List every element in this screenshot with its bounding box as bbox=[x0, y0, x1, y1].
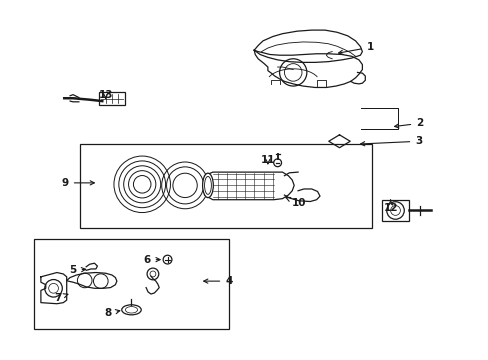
Text: 12: 12 bbox=[383, 200, 397, 213]
Circle shape bbox=[273, 159, 281, 167]
Text: 10: 10 bbox=[285, 198, 305, 208]
Ellipse shape bbox=[122, 305, 141, 315]
Text: 7: 7 bbox=[55, 293, 68, 303]
Text: 4: 4 bbox=[203, 276, 232, 286]
Text: 2: 2 bbox=[394, 118, 423, 128]
Bar bbox=[99, 92, 124, 105]
Text: 6: 6 bbox=[143, 255, 160, 265]
Polygon shape bbox=[66, 273, 117, 288]
Polygon shape bbox=[204, 172, 294, 200]
Text: 11: 11 bbox=[260, 155, 275, 165]
Text: 13: 13 bbox=[98, 90, 113, 100]
Text: 3: 3 bbox=[360, 136, 422, 146]
Text: 1: 1 bbox=[338, 42, 373, 54]
Bar bbox=[34, 239, 228, 329]
Text: 8: 8 bbox=[104, 309, 120, 318]
Ellipse shape bbox=[202, 173, 213, 198]
Text: 9: 9 bbox=[61, 178, 94, 188]
Text: 5: 5 bbox=[69, 265, 85, 275]
Bar bbox=[381, 200, 408, 221]
Bar bbox=[80, 144, 371, 228]
Circle shape bbox=[163, 255, 172, 264]
